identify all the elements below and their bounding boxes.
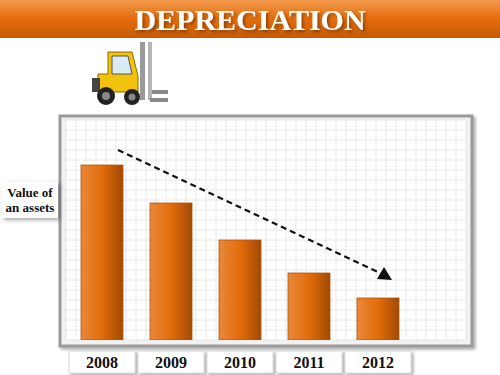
grid-line	[66, 120, 466, 121]
grid-line	[66, 170, 466, 171]
bar	[150, 203, 192, 340]
x-tick-label: 2010	[224, 354, 256, 371]
bar	[81, 165, 123, 340]
bar	[357, 298, 399, 340]
plot-area	[66, 120, 466, 340]
title-bar	[0, 0, 500, 38]
forklift-icon	[92, 42, 168, 105]
grid-line	[66, 260, 466, 261]
x-tick-label: 2008	[86, 354, 118, 371]
bar	[288, 273, 330, 340]
x-tick-label: 2011	[293, 354, 324, 371]
grid-line	[66, 130, 466, 131]
y-axis-label: Value of an assets	[2, 182, 58, 218]
grid	[66, 120, 466, 340]
grid-line	[66, 320, 466, 321]
grid-line	[66, 290, 466, 291]
bar	[219, 240, 261, 340]
trend-arrowhead	[377, 267, 392, 280]
grid-line	[66, 250, 466, 251]
grid-line	[66, 330, 466, 331]
plot-frame	[60, 116, 472, 346]
grid-line	[66, 240, 466, 241]
grid-line	[66, 210, 466, 211]
grid-line	[66, 190, 466, 191]
x-label-box	[138, 351, 204, 373]
x-label-box	[207, 351, 273, 373]
bars	[81, 165, 399, 340]
page: DEPRECIATION 2008 2009 2010 2011 2012 Value of…	[0, 0, 500, 375]
x-tick-label: 2009	[155, 354, 187, 371]
grid-line	[66, 300, 466, 301]
x-label-box	[276, 351, 342, 373]
grid-line	[66, 340, 466, 341]
grid-line	[66, 160, 466, 161]
chart: DEPRECIATION 2008 2009 2010 2011 2012	[0, 0, 500, 375]
x-tick-label: 2012	[362, 354, 394, 371]
grid-line	[66, 180, 466, 181]
grid-line	[66, 280, 466, 281]
grid-line	[66, 140, 466, 141]
grid-line	[66, 150, 466, 151]
graph-paper	[66, 120, 466, 340]
grid-line	[66, 270, 466, 271]
x-label-box	[69, 351, 135, 373]
grid-line	[66, 230, 466, 231]
x-label-box	[345, 351, 411, 373]
title: DEPRECIATION	[134, 3, 365, 36]
grid-line	[66, 310, 466, 311]
trend-arrow	[118, 150, 382, 274]
grid-line	[66, 200, 466, 201]
